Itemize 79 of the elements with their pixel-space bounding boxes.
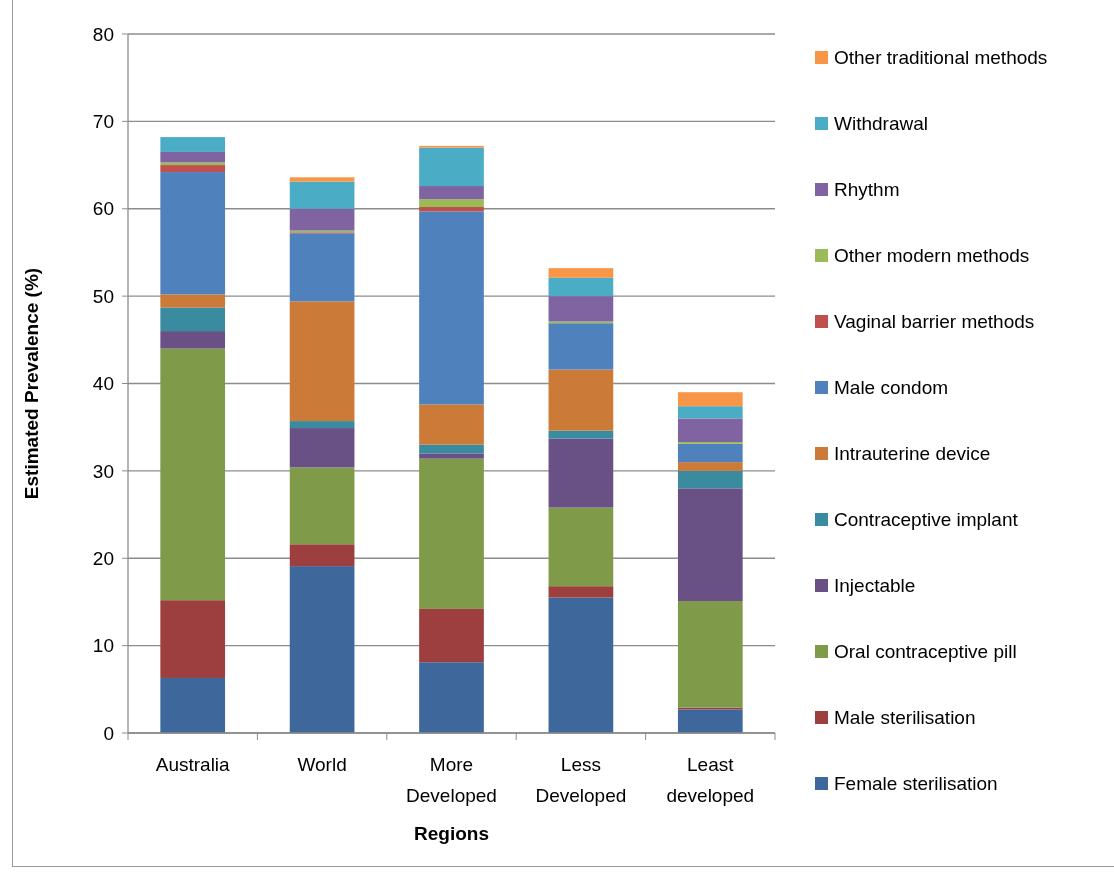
bar <box>419 147 484 187</box>
bar <box>548 323 614 370</box>
legend-label: Injectable <box>834 574 916 596</box>
y-axis-title: Estimated Prevalence (%) <box>21 267 42 500</box>
legend-label: Rhythm <box>834 178 900 200</box>
bar <box>160 165 226 173</box>
bar <box>160 600 226 678</box>
x-tick-label: Australia <box>155 754 231 775</box>
legend-label: Male condom <box>834 376 949 398</box>
bar <box>419 207 484 212</box>
bar <box>677 418 743 443</box>
bar <box>160 294 226 308</box>
legend-label: Oral contraceptive pill <box>834 640 1017 662</box>
bar <box>160 348 226 601</box>
bar <box>289 428 355 468</box>
x-tick-label: More Developed <box>406 754 497 806</box>
bar <box>548 268 614 278</box>
bar <box>419 662 484 733</box>
y-tick-label: 60 <box>92 198 114 220</box>
x-axis-title: Regions <box>414 823 489 844</box>
legend-label: Male sterilisation <box>834 706 976 728</box>
bar <box>289 181 355 209</box>
bar <box>419 404 484 445</box>
bar <box>160 331 226 349</box>
bar <box>548 369 614 431</box>
x-tick-label: Least developed <box>666 754 755 806</box>
bar <box>289 566 355 733</box>
bar <box>677 406 743 419</box>
legend-label: Other modern methods <box>834 244 1030 266</box>
y-tick-label: 40 <box>92 373 114 395</box>
legend-label: Vaginal barrier methods <box>834 310 1035 332</box>
bar <box>548 586 614 598</box>
legend-label: Withdrawal <box>834 112 928 134</box>
bar <box>419 211 484 405</box>
bar <box>160 151 226 163</box>
bar <box>419 444 484 454</box>
bar <box>419 453 484 459</box>
legend-label: Other traditional methods <box>834 46 1048 68</box>
x-tick-label: World <box>297 754 347 775</box>
bar <box>419 608 484 663</box>
bar <box>548 296 614 322</box>
bar <box>289 208 355 231</box>
y-tick-label: 10 <box>92 635 114 657</box>
legend-label: Contraceptive implant <box>834 508 1019 530</box>
bar <box>160 137 226 152</box>
bar <box>289 233 355 302</box>
x-tick-label: Less Developed <box>535 754 627 806</box>
bar <box>289 301 355 422</box>
bar <box>548 597 614 733</box>
bar <box>548 277 614 297</box>
bar <box>677 443 743 463</box>
y-tick-label: 30 <box>92 460 114 482</box>
bar <box>160 162 226 166</box>
bar <box>160 677 226 733</box>
bar <box>548 507 614 587</box>
y-tick-label: 70 <box>92 111 114 133</box>
bar <box>289 544 355 567</box>
y-tick-label: 50 <box>92 285 114 307</box>
bar <box>289 177 355 182</box>
bar <box>289 467 355 545</box>
y-tick-label: 80 <box>92 23 114 45</box>
bar <box>677 601 743 708</box>
bar <box>160 172 226 295</box>
bar <box>160 307 226 332</box>
bar <box>419 186 484 200</box>
bar <box>677 462 743 471</box>
bar <box>677 488 743 602</box>
bar <box>548 430 614 439</box>
bar <box>677 470 743 489</box>
bar <box>289 421 355 429</box>
y-tick-label: 0 <box>103 722 114 744</box>
bar <box>419 458 484 609</box>
y-tick-label: 20 <box>92 547 114 569</box>
bar <box>677 392 743 407</box>
legend-label: Female sterilisation <box>834 772 998 794</box>
bar <box>548 438 614 508</box>
bar <box>677 709 743 733</box>
legend-label: Intrauterine device <box>834 442 991 464</box>
bar <box>419 199 484 207</box>
